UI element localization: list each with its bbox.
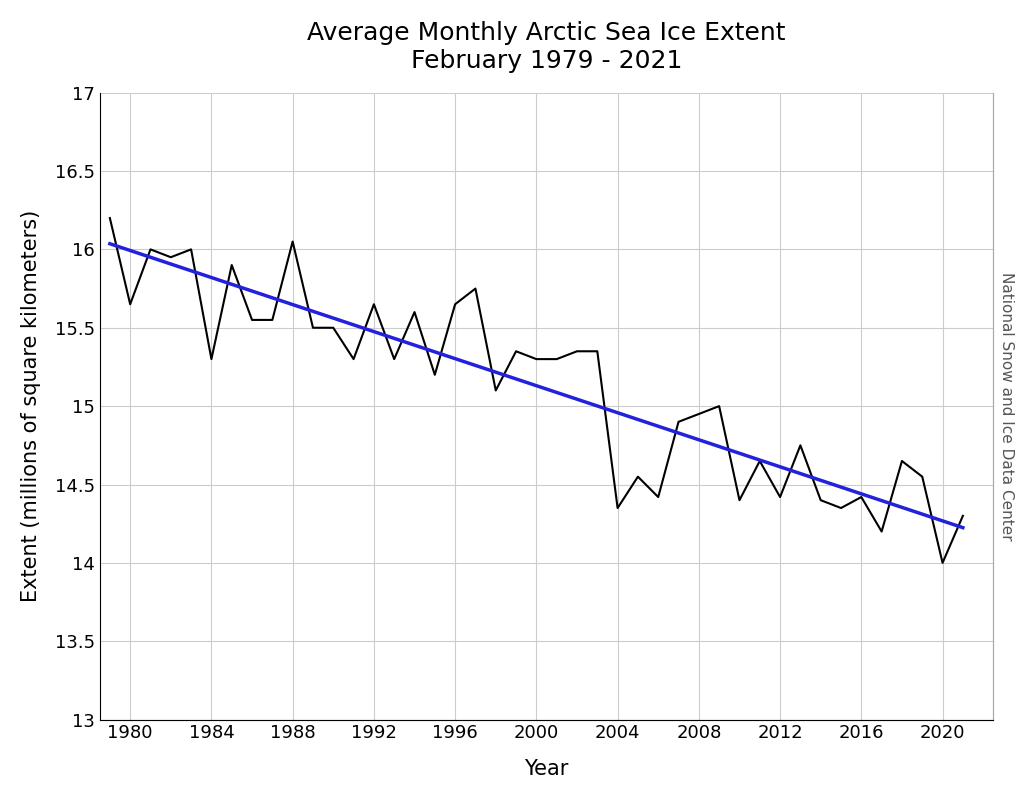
- Y-axis label: National Snow and Ice Data Center: National Snow and Ice Data Center: [999, 272, 1014, 541]
- Y-axis label: Extent (millions of square kilometers): Extent (millions of square kilometers): [21, 210, 40, 602]
- Title: Average Monthly Arctic Sea Ice Extent
February 1979 - 2021: Average Monthly Arctic Sea Ice Extent Fe…: [307, 21, 786, 73]
- X-axis label: Year: Year: [525, 759, 568, 779]
